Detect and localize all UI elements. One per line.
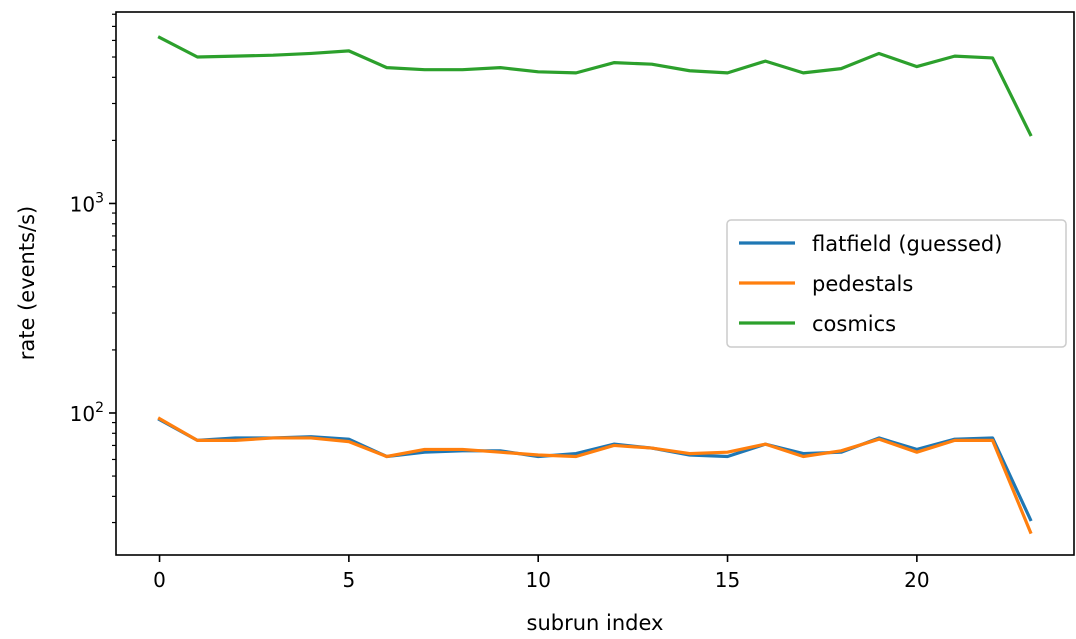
legend-label-pedestals: pedestals xyxy=(812,272,913,296)
y-tick-label: 102 xyxy=(70,400,104,426)
legend-box xyxy=(726,219,1067,348)
series-layer xyxy=(157,35,1033,535)
series-line-pedestals xyxy=(157,416,1033,535)
legend-label-cosmics: cosmics xyxy=(812,312,896,336)
x-tick-label: 10 xyxy=(525,568,550,592)
tick-labels-layer: 0 5 10 15 20 102 103 xyxy=(70,190,930,592)
series-line-flatfield xyxy=(157,417,1033,522)
x-tick-label: 20 xyxy=(904,568,929,592)
x-tick-label: 5 xyxy=(343,568,356,592)
y-axis-label: rate (events/s) xyxy=(15,206,39,361)
legend: flatfield (guessed) pedestals cosmics xyxy=(726,219,1067,348)
x-tick-label: 0 xyxy=(153,568,166,592)
x-axis-label: subrun index xyxy=(527,611,664,635)
y-tick-label: 103 xyxy=(70,190,104,216)
series-line-cosmics xyxy=(157,35,1033,137)
x-tick-label: 15 xyxy=(715,568,740,592)
legend-label-flatfield: flatfield (guessed) xyxy=(812,232,1002,256)
plot-frame xyxy=(115,11,1075,556)
